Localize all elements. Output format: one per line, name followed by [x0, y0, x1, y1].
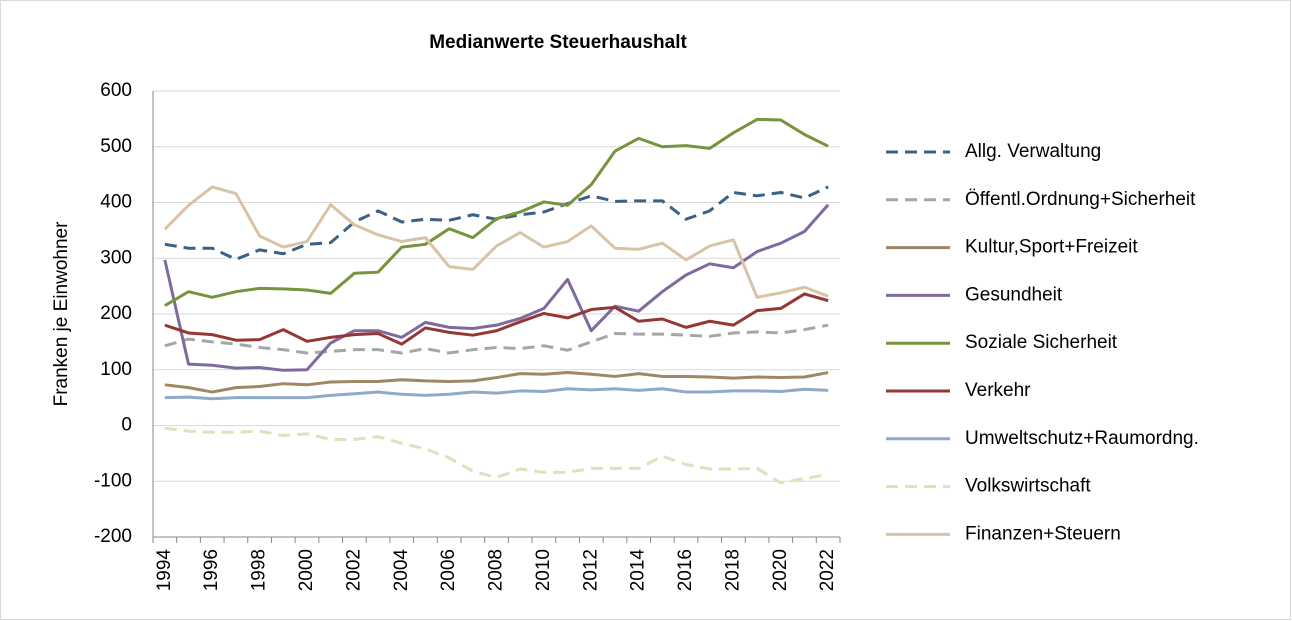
x-tick-label: 2008 [486, 549, 507, 591]
x-tick-label: 2018 [722, 549, 743, 591]
x-tick-label: 2014 [628, 549, 649, 592]
y-axis-label: Franken je Einwohner [51, 221, 72, 406]
series-line [164, 292, 829, 346]
y-tick-label: -200 [94, 526, 132, 547]
legend-label: Gesundheit [965, 284, 1063, 305]
legend-label: Verkehr [965, 380, 1031, 401]
x-tick-label: 2000 [296, 549, 317, 591]
x-tick-label: 2004 [391, 549, 412, 592]
x-tick-label: 2020 [770, 549, 791, 591]
x-tick-label: 2006 [438, 549, 459, 591]
x-tick-label: 2002 [343, 549, 364, 591]
y-tick-label: 500 [100, 136, 132, 157]
series-line [164, 371, 829, 394]
legend-label: Allg. Verwaltung [965, 141, 1101, 162]
y-tick-label: 100 [100, 359, 132, 380]
x-tick-label: 1996 [201, 549, 222, 591]
chart-title: Medianwerte Steuerhaushalt [429, 32, 687, 53]
legend-label: Volkswirtschaft [965, 476, 1091, 497]
y-tick-label: 200 [100, 303, 132, 324]
y-tick-label: 0 [121, 415, 132, 436]
series-line [164, 323, 829, 355]
x-tick-label: 2016 [675, 549, 696, 591]
legend-label: Öffentl.Ordnung+Sicherheit [965, 189, 1196, 210]
legend-label: Soziale Sicherheit [965, 332, 1118, 353]
series-line [164, 387, 829, 401]
x-tick-label: 2022 [817, 549, 838, 591]
y-tick-label: 400 [100, 192, 132, 213]
legend-label: Finanzen+Steuern [965, 523, 1121, 544]
x-tick-label: 2012 [580, 549, 601, 591]
y-tick-label: 600 [100, 80, 132, 101]
series-line [163, 203, 830, 372]
x-tick-label: 1994 [154, 549, 175, 592]
x-tick-label: 1998 [249, 549, 270, 591]
y-tick-label: -100 [94, 470, 132, 491]
x-tick-label: 2010 [533, 549, 554, 591]
legend-label: Umweltschutz+Raumordng. [965, 428, 1199, 449]
legend-label: Kultur,Sport+Freizeit [965, 237, 1138, 258]
y-tick-label: 300 [100, 247, 132, 268]
series-line [164, 117, 829, 307]
series-line [163, 185, 829, 299]
